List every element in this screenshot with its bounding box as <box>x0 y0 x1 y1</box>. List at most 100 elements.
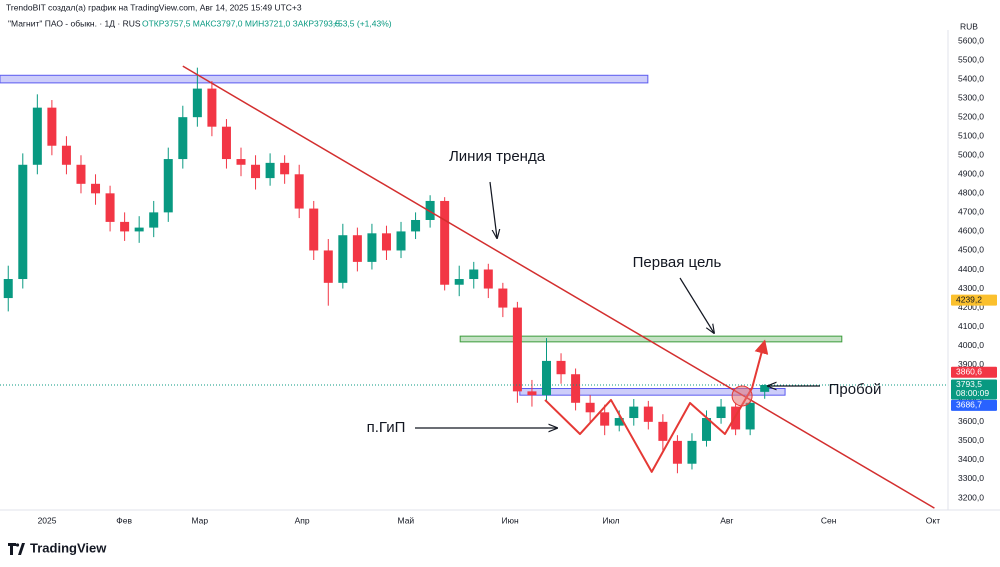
candle-body <box>731 406 741 430</box>
candle-body <box>658 421 668 441</box>
symbol: "Магнит" ПАО - обыкн. · 1Д · RUS <box>8 18 141 28</box>
candle-body <box>760 384 770 392</box>
x-tick-label: Июл <box>602 515 619 525</box>
candle-body <box>716 406 726 419</box>
y-tick-label: 4100,0 <box>958 321 984 331</box>
candle-body <box>163 159 173 213</box>
candle-body <box>207 88 217 127</box>
x-tick-label: Авг <box>720 515 733 525</box>
trend-line <box>182 65 935 509</box>
y-tick-label: 3400,0 <box>958 454 984 464</box>
y-tick-label: 3500,0 <box>958 435 984 445</box>
price-label-bg <box>951 379 997 400</box>
y-tick-label: 5300,0 <box>958 92 984 102</box>
price-label: 3686,7 <box>956 400 982 410</box>
y-tick-label: 5400,0 <box>958 73 984 83</box>
candle-body <box>280 162 290 175</box>
price-label-bg <box>951 294 997 306</box>
candle-body <box>309 208 319 251</box>
x-tick-label: 2025 <box>38 515 57 525</box>
annotation-arrow <box>679 277 714 333</box>
candle-body <box>338 235 348 283</box>
change: +53,5 (+1,43%) <box>333 18 392 28</box>
annotation: Пробой <box>829 381 882 398</box>
x-tick-label: Июн <box>502 515 519 525</box>
price-label: 3860,6 <box>956 366 982 376</box>
y-tick-label: 4400,0 <box>958 264 984 274</box>
candle-body <box>91 183 101 194</box>
y-tick-label: 5600,0 <box>958 35 984 45</box>
candle-body <box>149 212 159 228</box>
annotation: п.ГиП <box>367 419 406 436</box>
candle-body <box>32 107 42 165</box>
annotation: Линия тренда <box>449 148 546 165</box>
y-tick-label: 3300,0 <box>958 473 984 483</box>
candle-body <box>411 219 421 232</box>
candle-body <box>672 440 682 464</box>
candle-body <box>367 233 377 262</box>
candle-body <box>556 360 566 375</box>
candle-body <box>18 164 28 280</box>
annotation: Первая цель <box>633 254 722 271</box>
annotation-arrow <box>489 181 497 238</box>
ohlc: ОТКР3757,5 МАКС3797,0 МИН3721,0 ЗАКР3793… <box>142 18 340 28</box>
candle-body <box>105 193 115 222</box>
candle-body <box>221 126 231 160</box>
candle-body <box>294 174 304 209</box>
candle-body <box>629 406 639 419</box>
candle-body <box>454 279 464 285</box>
candle-body <box>541 360 551 396</box>
credit: TrendoBIT создал(а) график на TradingVie… <box>6 2 302 12</box>
y-tick-label: 3600,0 <box>958 416 984 426</box>
y-tick-label: 4700,0 <box>958 207 984 217</box>
y-tick-label: 3900,0 <box>958 359 984 369</box>
zone <box>519 388 786 396</box>
x-tick-label: Фев <box>116 515 132 525</box>
x-tick-label: Май <box>398 515 415 525</box>
candle-body <box>178 117 188 160</box>
candle-body <box>483 269 493 289</box>
y-tick-label: 4200,0 <box>958 302 984 312</box>
candle-body <box>571 374 581 403</box>
currency: RUB <box>960 21 978 31</box>
y-tick-label: 5200,0 <box>958 111 984 121</box>
candle-body <box>702 418 712 441</box>
pattern-line <box>544 339 769 473</box>
price-label-bg <box>951 399 997 411</box>
y-tick-label: 4600,0 <box>958 226 984 236</box>
candle-body <box>251 164 261 179</box>
zone <box>0 74 649 84</box>
candle-body <box>585 402 595 413</box>
candle-body <box>687 440 697 464</box>
price-label: 4239,2 <box>956 294 982 304</box>
candle-body <box>236 159 246 165</box>
y-tick-label: 5100,0 <box>958 130 984 140</box>
y-tick-label: 4300,0 <box>958 283 984 293</box>
candle-body <box>3 279 13 299</box>
candle-body <box>440 200 450 285</box>
x-tick-label: Мар <box>191 515 208 525</box>
candle-body <box>425 200 435 220</box>
y-tick-label: 4800,0 <box>958 188 984 198</box>
candle-body <box>745 402 755 430</box>
candle-body <box>352 235 362 262</box>
countdown: 08:00:09 <box>956 388 989 398</box>
candle-body <box>265 162 275 179</box>
candle-body <box>643 406 653 422</box>
candle-body <box>192 88 202 118</box>
candle-body <box>527 391 537 396</box>
y-tick-label: 5000,0 <box>958 150 984 160</box>
candle-body <box>469 269 479 280</box>
breakout-marker <box>731 385 753 407</box>
candle-body <box>76 164 86 184</box>
candle-body <box>381 233 391 251</box>
logo <box>8 543 25 555</box>
candle-body <box>600 412 610 426</box>
candle-body <box>512 307 522 392</box>
y-tick-label: 4500,0 <box>958 245 984 255</box>
y-tick-label: 4900,0 <box>958 169 984 179</box>
candle-body <box>614 418 624 426</box>
y-tick-label: 5500,0 <box>958 54 984 64</box>
x-tick-label: Апр <box>295 515 310 525</box>
